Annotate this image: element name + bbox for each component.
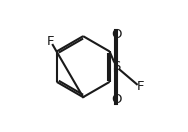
Text: F: F <box>47 35 54 48</box>
Text: O: O <box>111 93 121 106</box>
Text: S: S <box>112 60 120 73</box>
Text: F: F <box>136 81 144 93</box>
Text: O: O <box>111 28 121 41</box>
